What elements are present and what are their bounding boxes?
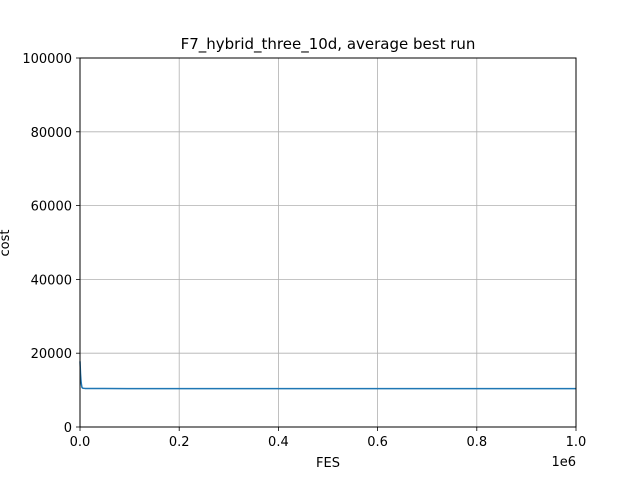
x-tick-label: 0.4 [268, 435, 289, 450]
plot-area-background [80, 58, 576, 427]
x-axis-ticks: 0.0 0.2 0.4 0.6 0.8 1.0 [70, 427, 587, 450]
y-tick-label: 40000 [31, 273, 72, 288]
x-axis-label: FES [316, 456, 340, 471]
y-axis-label: cost [0, 230, 13, 257]
x-tick-label: 1.0 [566, 435, 587, 450]
x-tick-label: 0.2 [169, 435, 190, 450]
y-tick-label: 100000 [22, 52, 72, 67]
y-tick-label: 80000 [31, 126, 72, 141]
x-offset-label: 1e6 [551, 455, 576, 470]
series-line [79, 361, 576, 390]
chart-title: F7_hybrid_three_10d, average best run [181, 35, 476, 54]
x-tick-label: 0.6 [367, 435, 388, 450]
plot-frame [79, 57, 577, 428]
y-tick-label: 20000 [31, 347, 72, 362]
grid-lines [79, 57, 577, 428]
y-tick-label: 0 [64, 421, 72, 436]
y-tick-label: 60000 [31, 200, 72, 215]
x-tick-label: 0.8 [466, 435, 487, 450]
series-group [79, 361, 576, 390]
x-tick-label: 0.0 [70, 435, 91, 450]
y-axis-ticks: 0 20000 40000 60000 80000 100000 [22, 52, 80, 436]
